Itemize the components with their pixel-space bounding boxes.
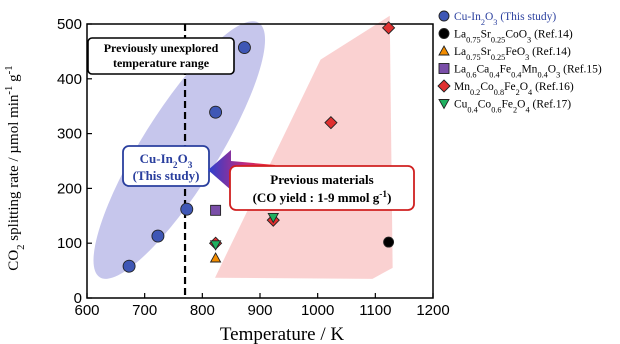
x-tick-label: 1000 — [301, 302, 334, 319]
data-point-series-5 — [209, 240, 222, 251]
legend-marker-1 — [438, 28, 450, 39]
previous-materials-callout: Previous materials (CO yield : 1-9 mmol … — [229, 165, 415, 211]
data-point-series-4 — [324, 116, 338, 130]
x-axis: 600 700 800 900 1000 1100 1200 — [74, 293, 450, 319]
x-tick-label: 600 — [74, 302, 99, 319]
legend-marker-2 — [438, 45, 450, 56]
data-point-series-0 — [151, 229, 165, 243]
x-tick-label: 800 — [190, 302, 215, 319]
this-study-callout-label: (This study) — [133, 168, 200, 183]
x-tick-label: 700 — [132, 302, 157, 319]
y-axis-title: CO2 splitting rate / µmol min-1 g-1 — [3, 65, 27, 270]
previous-materials-title: Previous materials — [270, 172, 373, 187]
y-axis: 0 100 200 300 400 500 — [57, 16, 92, 307]
legend-entry-0: Cu-In2O3 (This study) — [454, 11, 556, 27]
data-point-series-0 — [209, 105, 223, 119]
x-tick-label: 1200 — [416, 302, 449, 319]
y-tick-label: 400 — [57, 71, 82, 88]
legend-marker-4 — [437, 79, 451, 93]
x-tick-label: 900 — [247, 302, 272, 319]
data-point-series-1 — [383, 236, 395, 248]
data-point-series-5 — [267, 212, 280, 224]
unexplored-line2: temperature range — [113, 56, 210, 70]
legend-entry-3: La0.6Ca0.4Fe0.4Mn0.4O3 (Ref.15) — [454, 64, 602, 80]
data-point-series-0 — [237, 41, 251, 55]
this-study-callout-formula: Cu-In2O3 — [140, 151, 193, 171]
y-tick-label: 0 — [74, 290, 82, 307]
unexplored-line1: Previously unexplored — [104, 41, 219, 55]
legend-marker-0 — [438, 10, 450, 22]
data-point-series-3 — [210, 204, 222, 216]
data-point-series-0 — [180, 202, 194, 216]
x-axis-title: Temperature / K — [220, 324, 345, 344]
previous-materials-region — [215, 15, 393, 279]
x-tick-label: 1100 — [359, 302, 391, 319]
legend-entry-1: La0.75Sr0.25CoO3 (Ref.14) — [454, 29, 573, 45]
previous-materials-yield: (CO yield : 1-9 mmol g-1) — [253, 190, 392, 205]
unexplored-range-annotation: Previously unexplored temperature range — [87, 37, 235, 75]
data-markers — [122, 21, 396, 273]
legend-entry-4: Mn0.2Co0.8Fe2O4 (Ref.16) — [454, 81, 574, 97]
legend-marker-5 — [438, 99, 450, 110]
this-study-callout: Cu-In2O3 (This study) — [122, 145, 210, 187]
data-point-series-0 — [122, 259, 136, 273]
y-tick-label: 300 — [57, 126, 82, 143]
y-tick-label: 100 — [57, 235, 82, 252]
legend: Cu-In2O3 (This study) La0.75Sr0.25CoO3 (R… — [437, 10, 602, 115]
y-tick-label: 500 — [57, 16, 82, 33]
legend-marker-3 — [438, 63, 450, 74]
y-tick-label: 200 — [57, 180, 82, 197]
legend-entry-2: La0.75Sr0.25FeO3 (Ref.14) — [454, 46, 571, 62]
legend-entry-5: Cu0.4Co0.6Fe2O4 (Ref.17) — [454, 99, 571, 115]
data-point-series-2 — [209, 252, 222, 263]
data-point-series-4 — [381, 21, 396, 35]
